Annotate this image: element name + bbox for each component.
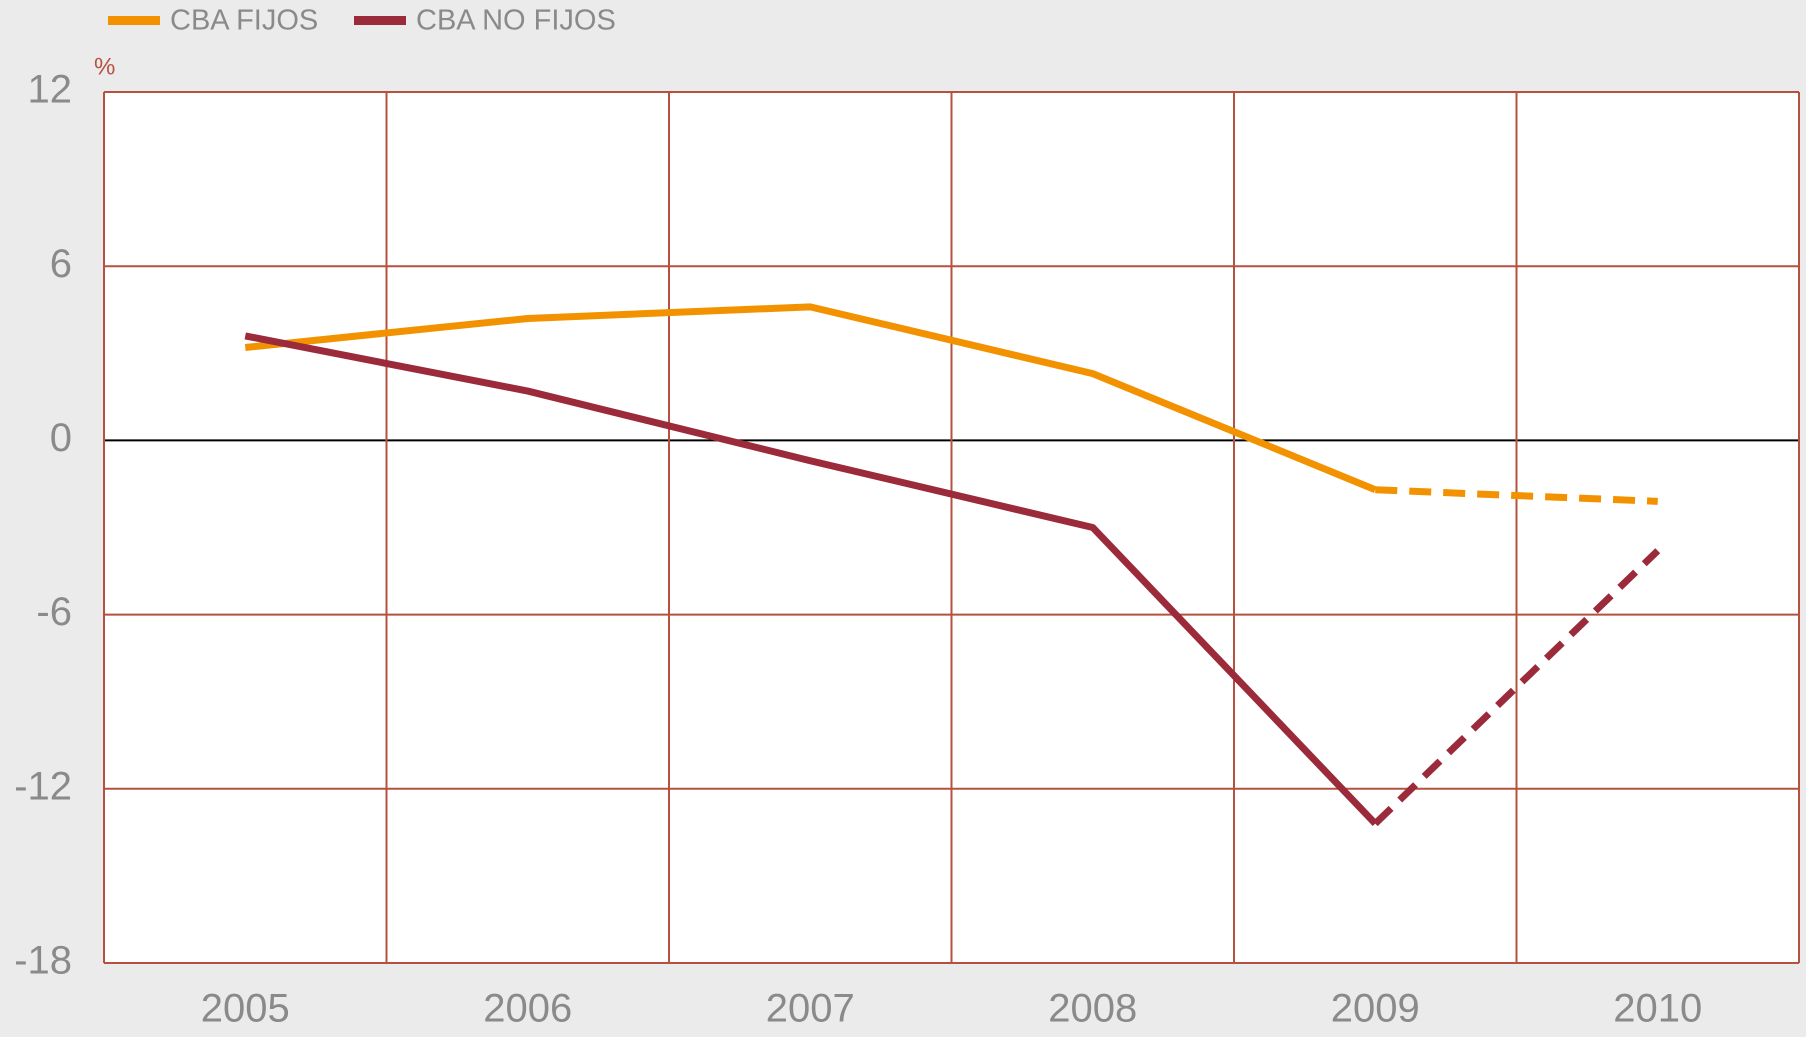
x-tick-label: 2007 bbox=[766, 987, 855, 1031]
y-tick-label: 6 bbox=[50, 242, 72, 286]
y-tick-label: -12 bbox=[14, 764, 72, 808]
x-tick-label: 2009 bbox=[1331, 987, 1420, 1031]
y-tick-label: -18 bbox=[14, 939, 72, 983]
series-line bbox=[244, 303, 1377, 493]
y-unit-label: % bbox=[94, 53, 115, 80]
x-tick-label: 2006 bbox=[483, 987, 572, 1031]
x-tick-label: 2010 bbox=[1613, 987, 1702, 1031]
y-tick-label: -6 bbox=[36, 590, 72, 634]
x-tick-label: 2008 bbox=[1048, 987, 1137, 1031]
series-line-dashed bbox=[1375, 486, 1658, 505]
y-tick-label: 0 bbox=[50, 416, 72, 460]
x-tick-label: 2005 bbox=[201, 987, 290, 1031]
legend-swatch bbox=[354, 16, 406, 25]
legend-label: CBA FIJOS bbox=[170, 5, 318, 37]
legend-label: CBA NO FIJOS bbox=[416, 5, 616, 37]
y-tick-label: 12 bbox=[28, 68, 73, 112]
series-line bbox=[244, 332, 1378, 827]
series-line-dashed bbox=[1372, 548, 1661, 827]
legend-swatch bbox=[108, 16, 160, 25]
